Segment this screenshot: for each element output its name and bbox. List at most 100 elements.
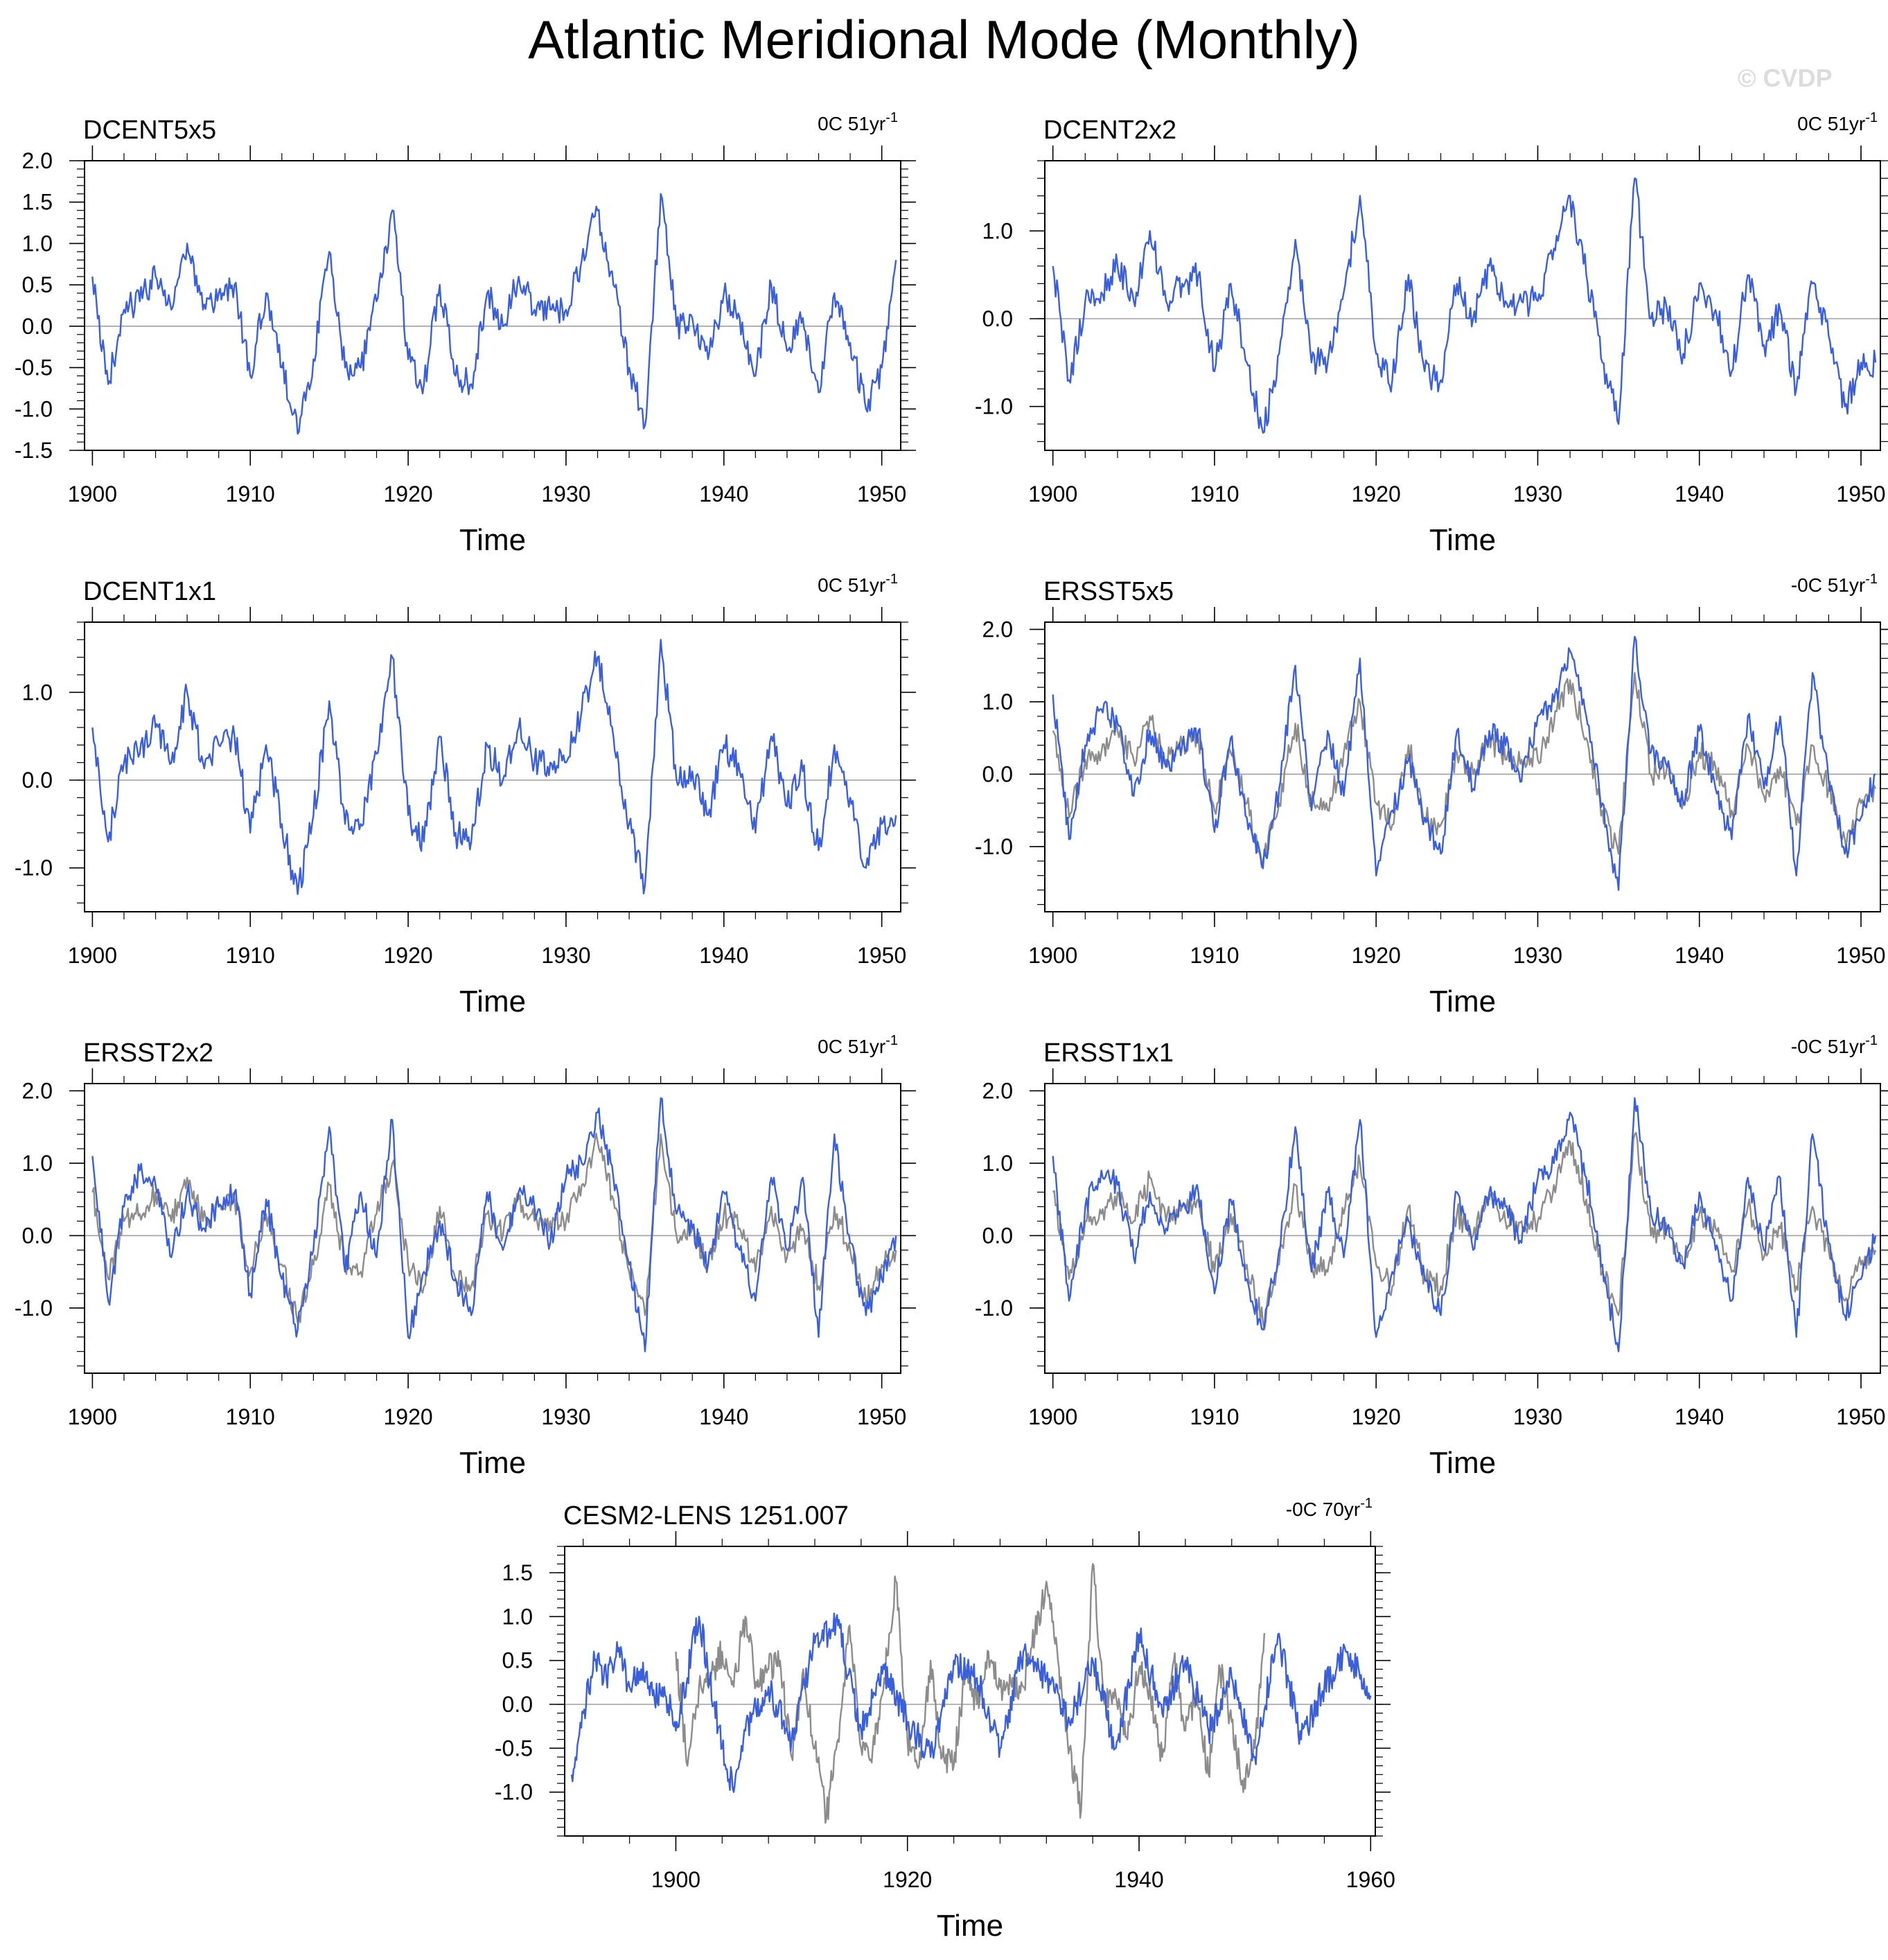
- y-tick-label: 1.0: [982, 1151, 1013, 1176]
- x-axis-label: Time: [459, 523, 526, 557]
- panel-title: DCENT1x1: [83, 577, 216, 606]
- y-tick-label: 0.5: [22, 272, 53, 297]
- series-line-dcent5x5: [91, 193, 897, 435]
- panel-3: -1.0 0.0 1.0 1900 1910 1920 1930 1940 1950 DCENT1…: [15, 572, 916, 1018]
- x-tick-label: 1940: [699, 943, 748, 968]
- figure-title: Atlantic Meridional Mode (Monthly): [528, 9, 1360, 70]
- series-line-dcent5x5: [1052, 672, 1877, 868]
- x-tick-label: 1900: [651, 1867, 700, 1892]
- y-tick-label: 2.0: [982, 1078, 1013, 1103]
- y-tick-label: -1.0: [495, 1780, 533, 1805]
- panel-5: -1.0 0.0 1.0 2.0 1900 1910 1920 1930 1940 1950 ERS…: [15, 1033, 916, 1480]
- panel-title: ERSST2x2: [83, 1039, 213, 1068]
- y-tick-label: 1.0: [502, 1604, 533, 1629]
- x-tick-label: 1920: [1352, 1404, 1401, 1429]
- x-tick-label: 1940: [1114, 1867, 1163, 1892]
- x-tick-label: 1940: [1675, 1404, 1724, 1429]
- x-tick-label: 1940: [699, 482, 748, 506]
- panel-7: -1.0 -0.5 0.0 0.5 1.0 1.5 1900 1920 1940 1960 CESM…: [495, 1496, 1395, 1943]
- panel-1: -1.5 -1.0 -0.5 0.0 0.5 1.0 1.5 2.0 1900 1910 1920 1…: [15, 110, 916, 557]
- x-tick-label: 1950: [1836, 482, 1885, 506]
- x-axis-label: Time: [459, 1446, 526, 1480]
- y-tick-label: 0.0: [982, 306, 1013, 331]
- y-tick-label: -0.5: [495, 1736, 533, 1760]
- x-tick-label: 1940: [1675, 482, 1724, 506]
- y-tick-label: 0.0: [502, 1692, 533, 1717]
- y-tick-label: -1.0: [975, 834, 1013, 859]
- x-tick-label: 1930: [1513, 1404, 1562, 1429]
- y-tick-label: 0.0: [982, 1223, 1013, 1248]
- y-tick-label: 1.5: [22, 190, 53, 215]
- x-tick-label: 1930: [1513, 943, 1562, 968]
- plot-frame: [84, 1083, 901, 1374]
- x-tick-label: 1900: [68, 482, 117, 506]
- y-tick-label: 2.0: [22, 148, 53, 173]
- trend-label: -0C 70yr-1: [1286, 1496, 1373, 1520]
- plot-frame: [84, 621, 901, 912]
- y-tick-label: 1.5: [502, 1560, 533, 1585]
- series-line-dcent1x1: [91, 639, 897, 895]
- y-tick-label: 0.0: [22, 314, 53, 339]
- series-line-dcent2x2: [91, 1132, 897, 1323]
- x-tick-label: 1920: [384, 482, 433, 506]
- x-tick-label: 1900: [68, 1404, 117, 1429]
- x-tick-label: 1930: [541, 943, 590, 968]
- y-tick-label: 2.0: [982, 617, 1013, 642]
- trend-label: 0C 51yr-1: [818, 1033, 898, 1057]
- x-tick-label: 1910: [1190, 482, 1239, 506]
- panel-6: -1.0 0.0 1.0 2.0 1900 1910 1920 1930 1940 1950 ERS…: [975, 1033, 1888, 1480]
- x-tick-label: 1950: [1836, 1404, 1885, 1429]
- x-tick-label: 1960: [1346, 1867, 1395, 1892]
- panel-title: ERSST5x5: [1043, 577, 1174, 606]
- series-line-ersst1x1: [1052, 1097, 1877, 1352]
- x-tick-label: 1950: [857, 943, 906, 968]
- x-axis-label: Time: [1429, 523, 1496, 557]
- y-tick-label: 0.0: [22, 1223, 53, 1248]
- trend-label: -0C 51yr-1: [1791, 572, 1878, 596]
- y-tick-label: 1.0: [982, 689, 1013, 714]
- panel-title: DCENT5x5: [83, 116, 216, 145]
- y-tick-label: -1.0: [15, 1296, 53, 1321]
- series-line-ersst5x5: [1052, 635, 1876, 891]
- x-tick-label: 1910: [226, 482, 275, 506]
- y-tick-label: 2.0: [22, 1078, 53, 1103]
- x-axis-label: Time: [1429, 985, 1496, 1018]
- y-tick-label: -1.0: [975, 1296, 1013, 1321]
- trend-label: -0C 51yr-1: [1791, 1033, 1878, 1057]
- x-tick-label: 1940: [699, 1404, 748, 1429]
- panel-2: -1.0 0.0 1.0 1900 1910 1920 1930 1940 1950 DCENT2…: [975, 110, 1888, 557]
- x-axis-label: Time: [937, 1909, 1003, 1943]
- x-tick-label: 1900: [1028, 1404, 1077, 1429]
- x-tick-label: 1920: [1352, 943, 1401, 968]
- x-axis-label: Time: [1429, 1446, 1496, 1480]
- series-line-ersst2x2: [91, 1097, 897, 1352]
- x-axis-label: Time: [459, 985, 526, 1018]
- x-tick-label: 1950: [857, 482, 906, 506]
- x-tick-label: 1910: [226, 943, 275, 968]
- watermark-text: © CVDP: [1738, 64, 1833, 92]
- series-line-dcent2x2: [1052, 177, 1877, 434]
- panel-title: ERSST1x1: [1043, 1039, 1174, 1068]
- y-tick-label: 1.0: [982, 218, 1013, 243]
- y-tick-label: -1.0: [15, 856, 53, 881]
- panel-title: DCENT2x2: [1043, 116, 1176, 145]
- x-tick-label: 1910: [226, 1404, 275, 1429]
- y-tick-label: -1.0: [975, 394, 1013, 419]
- y-tick-label: 0.0: [22, 768, 53, 793]
- trend-label: 0C 51yr-1: [818, 110, 898, 134]
- x-tick-label: 1920: [384, 943, 433, 968]
- x-tick-label: 1910: [1190, 943, 1239, 968]
- y-tick-label: 0.0: [982, 761, 1013, 786]
- plot-frame: [1044, 621, 1881, 912]
- x-tick-label: 1900: [1028, 943, 1077, 968]
- y-tick-label: -1.5: [15, 438, 53, 463]
- plot-frame: [1044, 1083, 1881, 1374]
- x-tick-label: 1940: [1675, 943, 1724, 968]
- x-tick-label: 1930: [541, 1404, 590, 1429]
- series-line-cesm2-lens-1251-007: [570, 1612, 1372, 1793]
- y-tick-label: 1.0: [22, 680, 53, 705]
- x-tick-label: 1900: [1028, 482, 1077, 506]
- series-line-dcent5x5: [675, 1563, 1266, 1824]
- x-tick-label: 1900: [68, 943, 117, 968]
